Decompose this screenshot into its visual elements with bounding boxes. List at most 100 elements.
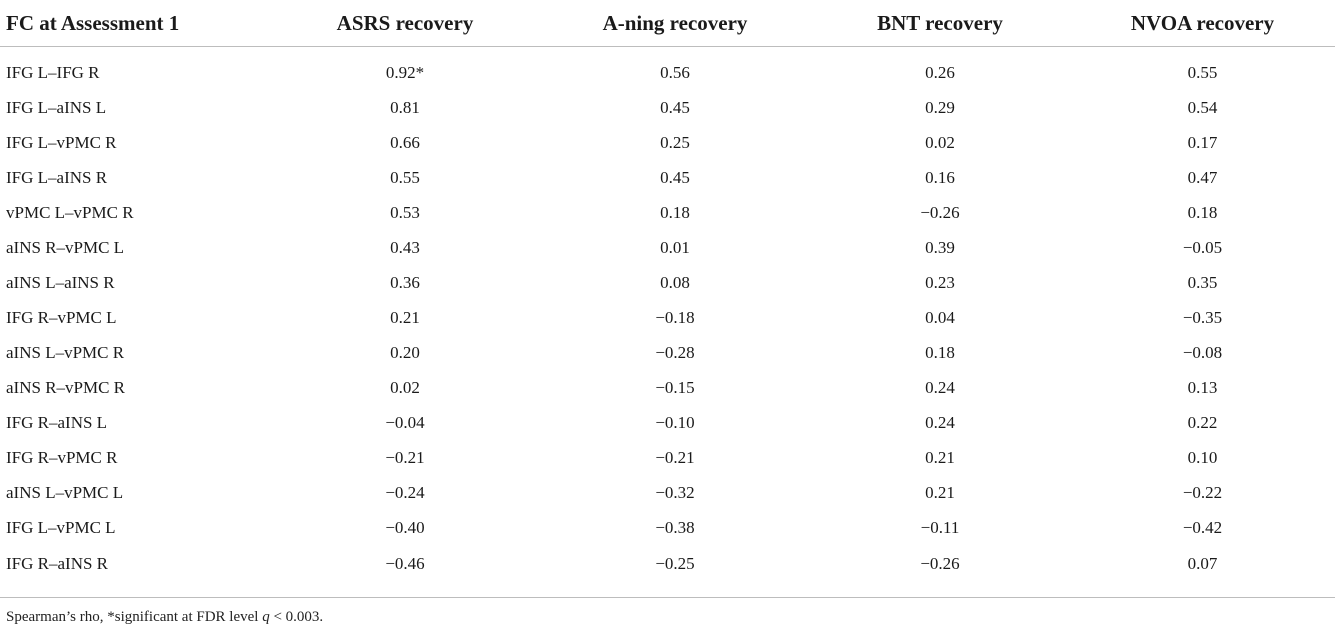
value-cell: 0.24	[925, 377, 955, 397]
value-cell: 0.22	[1187, 412, 1218, 432]
table-row: vPMC L–vPMC R 0.53 0.18 −0.26 0.18	[0, 195, 1335, 230]
value-cell: 0.23	[925, 272, 955, 292]
value-cell: −0.38	[655, 517, 695, 537]
value-cell: 0.53	[390, 202, 420, 222]
row-label-cell: IFG R–vPMC L	[6, 307, 117, 327]
table-header: FC at Assessment 1 ASRS recovery A-ning re…	[0, 0, 1335, 47]
table-row: aINS R–vPMC L 0.43 0.01 0.39 −0.05	[0, 230, 1335, 265]
value-cell: 0.25	[660, 132, 690, 152]
value-cell: −0.25	[655, 554, 695, 573]
value-cell: 0.17	[1187, 132, 1218, 152]
row-label-cell: aINS L–vPMC R	[6, 342, 125, 362]
value-cell: 0.36	[390, 272, 420, 292]
value-cell: 0.45	[660, 167, 690, 187]
table-body: IFG L–IFG R 0.92* 0.56 0.26 0.55 IFG L–aINS L…	[0, 47, 1335, 584]
value-cell: −0.28	[655, 342, 695, 362]
value-cell: −0.15	[655, 377, 695, 397]
value-cell: −0.21	[385, 447, 425, 467]
value-cell: 0.55	[390, 167, 420, 187]
value-cell: −0.10	[655, 412, 695, 432]
row-label-cell: aINS R–vPMC L	[6, 237, 125, 257]
header-row: FC at Assessment 1 ASRS recovery A-ning re…	[0, 0, 1335, 47]
table-row: IFG L–aINS L 0.81 0.45 0.29 0.54	[0, 90, 1335, 125]
value-cell: 0.04	[925, 307, 955, 327]
value-cell: 0.24	[925, 412, 955, 432]
row-label-cell: IFG R–aINS L	[6, 412, 108, 432]
row-label-cell: IFG L–vPMC R	[6, 132, 117, 152]
value-cell: −0.26	[920, 554, 960, 573]
value-cell: −0.05	[1182, 237, 1223, 257]
value-cell: 0.20	[390, 342, 420, 362]
value-cell: −0.26	[920, 202, 960, 222]
row-label-cell: IFG L–vPMC L	[6, 517, 116, 537]
value-cell: 0.54	[1187, 97, 1218, 117]
table-row: IFG L–vPMC R 0.66 0.25 0.02 0.17	[0, 125, 1335, 160]
column-header-4: NVOA recovery	[1070, 0, 1335, 47]
value-cell: −0.40	[385, 517, 425, 537]
table-row: IFG R–aINS R −0.46 −0.25 −0.26 0.07	[0, 545, 1335, 583]
value-cell: −0.24	[385, 482, 425, 502]
value-cell: −0.42	[1182, 517, 1223, 537]
table-row: IFG L–IFG R 0.92* 0.56 0.26 0.55	[0, 47, 1335, 91]
footnote-prefix: Spearman’s rho, *significant at FDR leve…	[6, 609, 263, 625]
value-cell: 0.10	[1187, 447, 1218, 467]
value-cell: 0.21	[925, 447, 955, 467]
table-row: aINS L–aINS R 0.36 0.08 0.23 0.35	[0, 265, 1335, 300]
table-row: aINS L–vPMC L −0.24 −0.32 0.21 −0.22	[0, 475, 1335, 510]
table-footer: Spearman’s rho, *significant at FDR leve…	[0, 597, 1335, 635]
table-row: IFG L–vPMC L −0.40 −0.38 −0.11 −0.42	[0, 510, 1335, 545]
value-cell: 0.47	[1187, 167, 1218, 187]
value-cell: −0.18	[655, 307, 695, 327]
value-cell: 0.21	[925, 482, 955, 502]
table-row: IFG R–aINS L −0.04 −0.10 0.24 0.22	[0, 405, 1335, 440]
row-label-cell: aINS L–vPMC L	[6, 482, 124, 502]
value-cell: −0.32	[655, 482, 695, 502]
table-footnote: Spearman’s rho, *significant at FDR leve…	[6, 609, 323, 626]
value-cell: 0.55	[1187, 62, 1218, 82]
value-cell: 0.43	[390, 237, 420, 257]
column-header-2: A-ning recovery	[540, 0, 810, 47]
row-label-cell: IFG R–vPMC R	[6, 447, 118, 467]
value-cell: 0.13	[1187, 377, 1218, 397]
footnote-variable: q	[262, 609, 270, 625]
value-cell: −0.22	[1182, 482, 1223, 502]
value-cell: 0.92*	[385, 62, 425, 82]
value-cell: 0.18	[1187, 202, 1218, 222]
value-cell: 0.45	[660, 97, 690, 117]
value-cell: −0.46	[385, 554, 425, 573]
value-cell: 0.81	[390, 97, 420, 117]
column-header-1: ASRS recovery	[270, 0, 540, 47]
value-cell: 0.18	[660, 202, 690, 222]
row-label-cell: aINS R–vPMC R	[6, 377, 126, 397]
footnote-suffix: < 0.003.	[269, 609, 324, 625]
results-table-container: FC at Assessment 1 ASRS recovery A-ning re…	[0, 0, 1335, 584]
value-cell: 0.02	[925, 132, 955, 152]
value-cell: −0.11	[920, 517, 960, 537]
row-label-cell: aINS L–aINS R	[6, 272, 115, 292]
row-label-cell: IFG L–aINS L	[6, 97, 107, 117]
value-cell: 0.18	[925, 342, 955, 362]
value-cell: 0.26	[925, 62, 955, 82]
row-label-cell: IFG R–aINS R	[6, 554, 109, 573]
value-cell: −0.04	[385, 412, 425, 432]
value-cell: 0.02	[390, 377, 420, 397]
row-label-cell: vPMC L–vPMC R	[6, 202, 134, 222]
column-header-fc: FC at Assessment 1	[0, 0, 270, 47]
value-cell: 0.16	[925, 167, 955, 187]
table-row: aINS L–vPMC R 0.20 −0.28 0.18 −0.08	[0, 335, 1335, 370]
column-header-3: BNT recovery	[810, 0, 1070, 47]
value-cell: −0.35	[1182, 307, 1223, 327]
value-cell: 0.07	[1187, 554, 1218, 573]
row-label-cell: IFG L–aINS R	[6, 167, 108, 187]
table-row: IFG L–aINS R 0.55 0.45 0.16 0.47	[0, 160, 1335, 195]
value-cell: 0.08	[660, 272, 690, 292]
value-cell: 0.29	[925, 97, 955, 117]
value-cell: 0.39	[925, 237, 955, 257]
value-cell: 0.21	[390, 307, 420, 327]
value-cell: −0.08	[1182, 342, 1223, 362]
table-row: IFG R–vPMC R −0.21 −0.21 0.21 0.10	[0, 440, 1335, 475]
row-label-cell: IFG L–IFG R	[6, 62, 100, 82]
table-row: aINS R–vPMC R 0.02 −0.15 0.24 0.13	[0, 370, 1335, 405]
value-cell: 0.01	[660, 237, 690, 257]
value-cell: 0.56	[660, 62, 690, 82]
